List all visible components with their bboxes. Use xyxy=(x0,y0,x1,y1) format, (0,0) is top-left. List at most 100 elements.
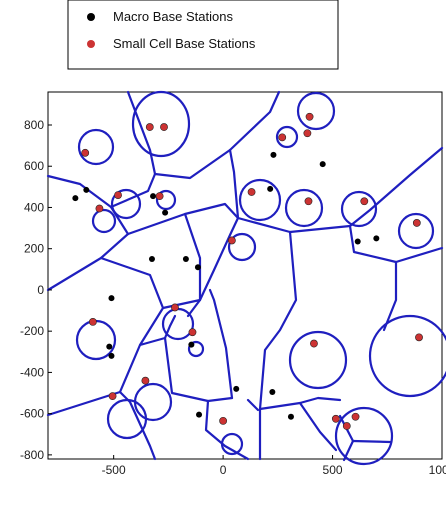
small-cell-base-station-point xyxy=(342,422,351,430)
cell-circle xyxy=(340,190,378,228)
cell-circle xyxy=(155,189,177,211)
macro-base-station-point xyxy=(72,195,79,202)
cell-circle xyxy=(238,178,282,222)
x-tick-label: -500 xyxy=(102,463,126,477)
small-cell-base-station-point xyxy=(278,133,287,142)
small-cell-base-station-point xyxy=(145,123,154,131)
cell-circle xyxy=(106,398,148,440)
cell-edge xyxy=(46,256,165,417)
small-cell-base-station-point xyxy=(247,188,256,196)
y-tick-label: 0 xyxy=(37,283,44,297)
macro-base-station-point xyxy=(106,343,113,350)
cell-circle xyxy=(110,188,142,220)
cell-edge xyxy=(208,288,234,400)
small-cell-base-station-point xyxy=(160,123,168,131)
macro-base-station-point xyxy=(319,161,326,168)
y-tick-label: -800 xyxy=(20,448,44,462)
macro-base-station-point xyxy=(354,238,361,245)
cell-edge xyxy=(258,230,298,461)
small-cell-base-station-point xyxy=(141,376,150,385)
cell-edge xyxy=(161,298,202,310)
legend-macro-marker xyxy=(87,13,95,21)
small-cell-base-station-point xyxy=(331,414,340,423)
macro-base-station-point xyxy=(108,295,115,302)
small-cell-base-station-point xyxy=(171,303,179,312)
cell-circle xyxy=(220,432,244,456)
small-cell-base-station-point xyxy=(351,412,360,421)
macro-base-station-point xyxy=(194,264,201,271)
cell-edge xyxy=(348,224,444,264)
small-cell-base-station-point xyxy=(155,192,164,201)
y-tick-label: -200 xyxy=(20,324,44,338)
cell-edge xyxy=(228,146,444,234)
cell-edge xyxy=(46,174,130,292)
cell-edge xyxy=(351,439,392,444)
macro-base-station-point xyxy=(83,186,90,193)
y-tick-label: 800 xyxy=(24,118,44,132)
legend-small-cell-label: Small Cell Base Stations xyxy=(113,36,256,51)
data-points xyxy=(72,112,423,430)
small-cell-base-station-point xyxy=(95,204,104,213)
cell-circle xyxy=(187,340,205,358)
macro-base-station-point xyxy=(270,151,277,158)
macro-base-station-point xyxy=(182,256,189,263)
x-tick-label: 500 xyxy=(323,463,343,477)
small-cell-base-station-point xyxy=(310,339,318,348)
cell-circle xyxy=(296,91,336,131)
y-tick-label: -600 xyxy=(20,407,44,421)
macro-base-station-point xyxy=(196,411,203,418)
small-cell-base-station-point xyxy=(303,129,312,138)
cell-edge xyxy=(183,212,202,302)
cell-edge xyxy=(382,260,398,332)
legend-small-cell-marker xyxy=(87,40,95,48)
cell-circle xyxy=(77,128,115,166)
x-tick-label: 0 xyxy=(220,463,227,477)
small-cell-base-station-point xyxy=(227,236,236,245)
y-tick-label: 400 xyxy=(24,200,44,214)
small-cell-base-station-point xyxy=(114,191,122,199)
macro-base-station-point xyxy=(267,185,274,192)
cell-circle xyxy=(334,406,394,466)
macro-base-station-point xyxy=(287,413,294,420)
macro-base-station-point xyxy=(162,209,169,216)
small-cell-base-station-point xyxy=(88,317,97,326)
macro-base-station-point xyxy=(188,341,195,348)
cell-circle xyxy=(288,330,348,390)
macro-base-station-point xyxy=(233,385,240,392)
cell-edge xyxy=(298,401,338,452)
cell-edge xyxy=(138,314,177,347)
cell-edge xyxy=(342,439,355,462)
cell-circle xyxy=(368,314,446,398)
small-cell-base-station-point xyxy=(304,197,313,206)
cell-circle xyxy=(131,90,191,158)
small-cell-base-station-point xyxy=(412,219,421,227)
cell-edge xyxy=(186,216,240,318)
cell-edge xyxy=(258,396,342,411)
small-cell-base-station-point xyxy=(81,148,90,157)
cell-circle xyxy=(284,188,324,228)
small-cell-base-station-point xyxy=(305,112,314,121)
cell-circle xyxy=(397,212,435,250)
cell-edge xyxy=(163,336,234,403)
cell-edge xyxy=(246,398,260,412)
cell-edge xyxy=(118,390,157,461)
macro-base-station-point xyxy=(269,388,276,395)
small-cell-base-station-point xyxy=(188,328,197,337)
cell-edge xyxy=(126,202,240,236)
legend: Macro Base Stations Small Cell Base Stat… xyxy=(67,0,339,70)
macro-base-station-point xyxy=(373,235,380,242)
axis-ticks: -500 0 500 1000 800 600 400 200 0 -200 -400 -600 -80… xyxy=(20,118,446,477)
legend-box xyxy=(67,0,339,70)
cell-circle xyxy=(91,208,117,234)
small-cell-base-station-point xyxy=(415,333,423,342)
y-tick-label: -400 xyxy=(20,365,44,379)
small-cell-base-station-point xyxy=(219,416,228,425)
voronoi-cell-edges xyxy=(46,90,446,466)
small-cell-base-station-point xyxy=(360,197,369,206)
legend-macro-label: Macro Base Stations xyxy=(113,9,233,24)
cell-circle xyxy=(275,125,299,149)
small-cell-base-station-point xyxy=(108,392,117,401)
y-tick-label: 200 xyxy=(24,242,44,256)
y-tick-label: 600 xyxy=(24,159,44,173)
